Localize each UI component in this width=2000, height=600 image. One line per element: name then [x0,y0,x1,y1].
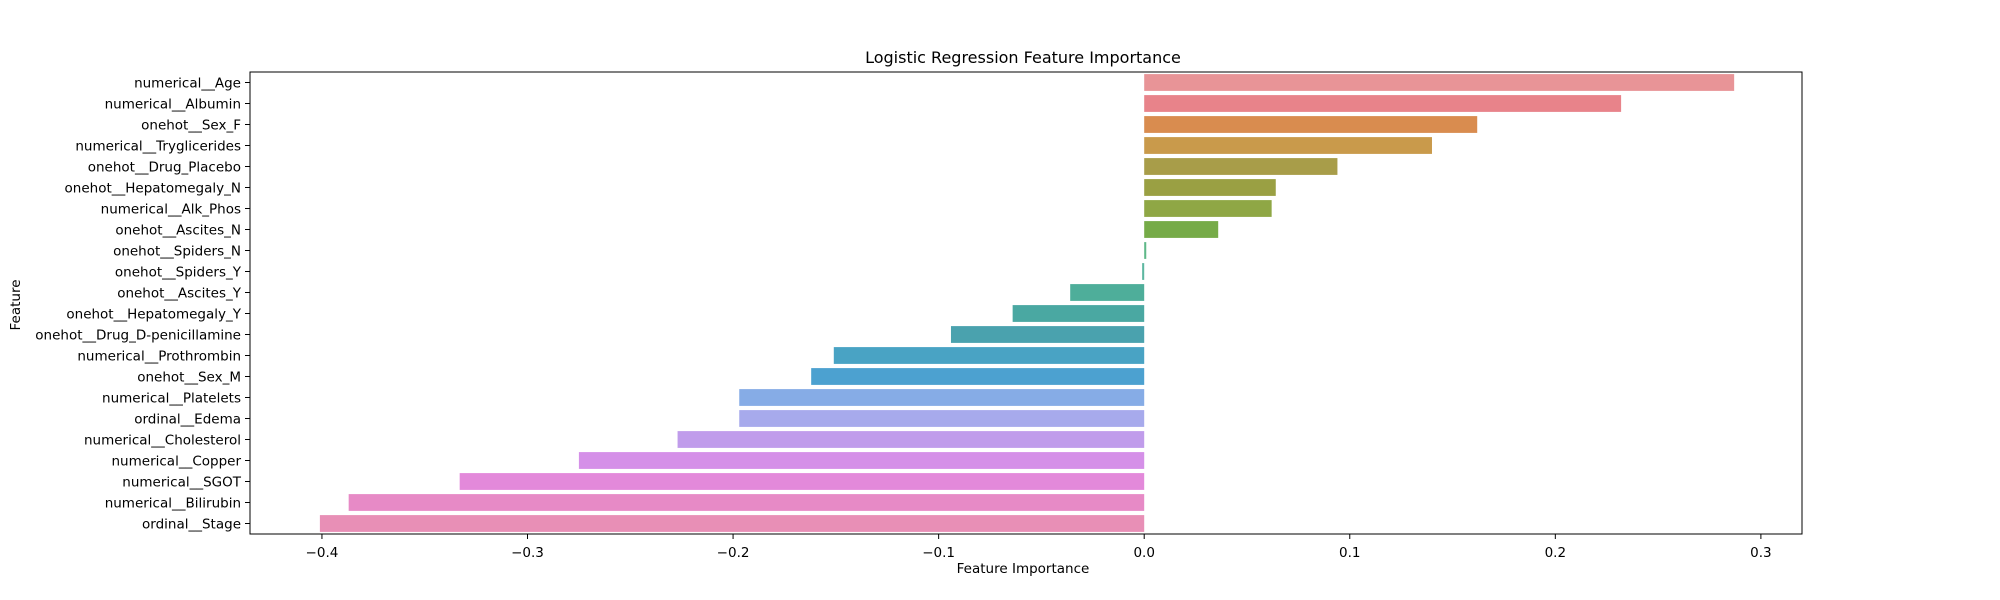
x-tick-label: 0.2 [1545,545,1566,561]
y-tick-label: numerical__Cholesterol [84,433,241,449]
y-tick-label: onehot__Drug_D-penicillamine [35,328,241,344]
bars-group [319,74,1735,532]
y-tick-label: onehot__Spiders_Y [115,265,242,281]
x-tick-label: −0.3 [511,545,544,561]
x-tick-label: 0.3 [1750,545,1771,561]
y-tick-label: onehot__Sex_M [137,370,241,386]
x-tick-label: 0.0 [1133,545,1154,561]
y-tick-label: numerical__Albumin [105,97,241,113]
bar-onehot-sex-m [811,368,1145,385]
x-tick-label: −0.4 [306,545,339,561]
bar-numerical-age [1144,74,1735,91]
y-tick-label: numerical__Prothrombin [77,349,241,365]
x-tick-label: 0.1 [1339,545,1360,561]
y-tick-label: onehot__Ascites_Y [117,286,242,302]
bar-onehot-sex-f [1144,116,1478,133]
x-axis-label: Feature Importance [957,561,1090,577]
x-ticks: −0.4 −0.3 −0.2 −0.1 0.0 0.1 0.2 0.3 [306,534,1772,561]
y-tick-label: onehot__Drug_Placebo [88,160,241,176]
y-axis-label: Feature [8,279,24,330]
bar-ordinal-stage [319,515,1145,532]
y-tick-label: numerical__Copper [112,454,242,470]
bar-onehot-hepatomegaly-n [1144,179,1276,196]
bar-numerical-cholesterol [677,431,1145,448]
bar-numerical-albumin [1144,95,1622,112]
bar-onehot-ascites-y [1070,284,1145,301]
bar-numerical-bilirubin [348,494,1145,511]
y-tick-label: numerical__Bilirubin [105,496,241,512]
bar-onehot-drug-d-penicillamine [950,326,1145,343]
y-tick-label: ordinal__Edema [134,412,241,428]
x-tick-label: −0.2 [717,545,750,561]
y-tick-label: onehot__Ascites_N [115,223,241,239]
y-tick-label: numerical__Tryglicerides [75,139,241,155]
bar-numerical-prothrombin [833,347,1145,364]
bar-onehot-spiders-y [1142,263,1145,280]
bar-numerical-alk-phos [1144,200,1272,217]
y-tick-label: onehot__Hepatomegaly_N [65,181,241,197]
y-tick-label: numerical__Platelets [102,391,241,407]
bar-numerical-copper [578,452,1145,469]
bar-ordinal-edema [739,410,1145,427]
bar-onehot-ascites-n [1144,221,1219,238]
y-tick-label: numerical__Age [134,76,241,92]
plot-frame [249,71,1803,535]
y-tick-label: ordinal__Stage [142,517,241,533]
y-tick-labels: numerical__Age numerical__Albumin onehot__… [35,76,250,533]
y-tick-label: numerical__SGOT [122,475,241,491]
y-tick-label: onehot__Sex_F [141,118,241,134]
y-tick-label: onehot__Hepatomegaly_Y [66,307,241,323]
bar-onehot-hepatomegaly-y [1012,305,1145,322]
bar-numerical-platelets [739,389,1145,406]
chart-title: Logistic Regression Feature Importance [865,48,1181,67]
bar-numerical-tryglicerides [1144,137,1432,154]
y-tick-label: numerical__Alk_Phos [101,202,241,218]
x-tick-label: −0.1 [922,545,955,561]
bar-numerical-sgot [459,473,1145,490]
y-tick-label: onehot__Spiders_N [113,244,241,260]
bar-onehot-drug-placebo [1144,158,1338,175]
bar-onehot-spiders-n [1144,242,1147,259]
